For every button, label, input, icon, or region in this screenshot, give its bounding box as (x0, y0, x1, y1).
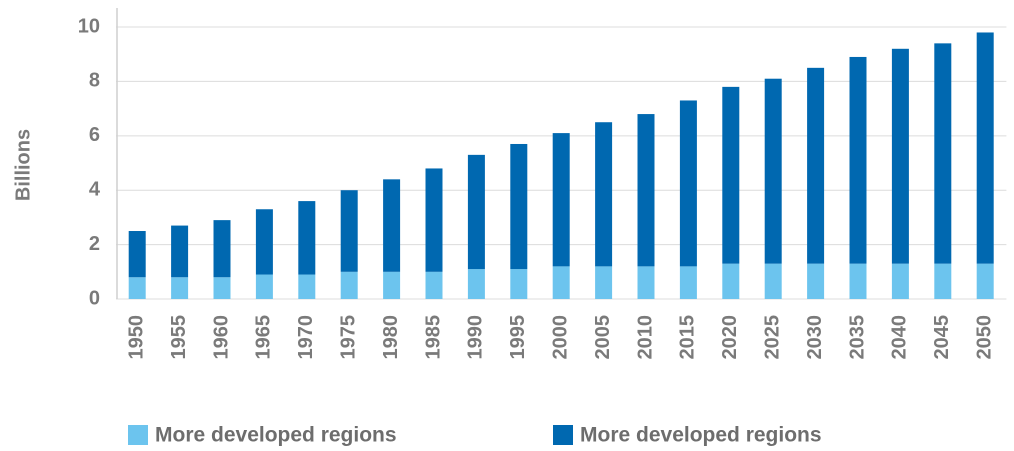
bar-segment (510, 269, 528, 299)
legend-swatch (553, 425, 573, 445)
x-tick-label: 2015 (677, 315, 699, 360)
bar-segment (340, 271, 358, 299)
x-tick-label: 2050 (973, 315, 995, 360)
bar-segment (595, 266, 613, 299)
bar-segment (171, 225, 189, 278)
bar-segment (171, 277, 189, 299)
bar-segment (764, 78, 782, 264)
x-tick-label: 1970 (295, 315, 317, 360)
bar-segment (849, 263, 867, 299)
x-tick-label: 2035 (846, 315, 868, 360)
bar-segment (679, 100, 697, 267)
bar-segment (722, 86, 740, 264)
y-tick-label: 8 (89, 70, 100, 92)
x-tick-label: 1965 (253, 315, 275, 360)
x-tick-label: 1980 (380, 315, 402, 360)
bar-segment (552, 266, 570, 299)
y-tick-label: 10 (78, 15, 100, 37)
bar-segment (425, 271, 443, 299)
x-tick-label: 1960 (210, 315, 232, 360)
x-tick-label: 1990 (465, 315, 487, 360)
bar-segment (552, 133, 570, 267)
bar-segment (849, 56, 867, 264)
bar-segment (340, 190, 358, 272)
bar-segment (213, 277, 231, 299)
bar-segment (976, 263, 994, 299)
y-tick-label: 4 (89, 178, 101, 200)
bar-segment (595, 122, 613, 267)
bar-segment (383, 271, 401, 299)
x-tick-label: 2045 (931, 315, 953, 360)
bar-segment (425, 168, 443, 272)
x-tick-label: 2000 (549, 315, 571, 360)
bar-segment (255, 209, 273, 275)
bar-segment (807, 263, 825, 299)
x-tick-label: 1995 (507, 315, 529, 360)
x-tick-label: 2005 (592, 315, 614, 360)
x-tick-label: 1975 (337, 315, 359, 360)
x-tick-label: 2010 (634, 315, 656, 360)
y-tick-label: 6 (89, 124, 100, 146)
legend-swatch (128, 425, 148, 445)
bar-segment (891, 48, 909, 264)
bar-segment (298, 201, 316, 275)
bar-segment (807, 67, 825, 264)
bar-segment (679, 266, 697, 299)
bar-segment (891, 263, 909, 299)
y-tick-label: 2 (89, 233, 100, 255)
legend-label: More developed regions (155, 424, 397, 447)
bar-segment (128, 231, 146, 278)
bar-segment (976, 32, 994, 264)
bar-segment (637, 114, 655, 267)
x-tick-label: 2025 (761, 315, 783, 360)
bar-segment (637, 266, 655, 299)
x-tick-label: 1955 (168, 315, 190, 360)
bar-segment (934, 43, 952, 264)
x-tick-label: 2020 (719, 315, 741, 360)
bar-segment (255, 274, 273, 299)
bar-segment (128, 277, 146, 299)
bar-segment (722, 263, 740, 299)
y-tick-label: 0 (89, 287, 100, 309)
bar-segment (298, 274, 316, 299)
x-tick-label: 1950 (125, 315, 147, 360)
x-tick-label: 2030 (804, 315, 826, 360)
x-tick-label: 1985 (422, 315, 444, 360)
x-tick-label: 2040 (889, 315, 911, 360)
bar-segment (213, 220, 231, 278)
legend-label: More developed regions (580, 424, 822, 447)
bar-segment (467, 154, 485, 270)
bar-segment (510, 143, 528, 270)
bar-segment (467, 269, 485, 299)
y-axis-label: Billions (12, 129, 34, 201)
bar-segment (764, 263, 782, 299)
bar-segment (934, 263, 952, 299)
bar-segment (383, 179, 401, 272)
